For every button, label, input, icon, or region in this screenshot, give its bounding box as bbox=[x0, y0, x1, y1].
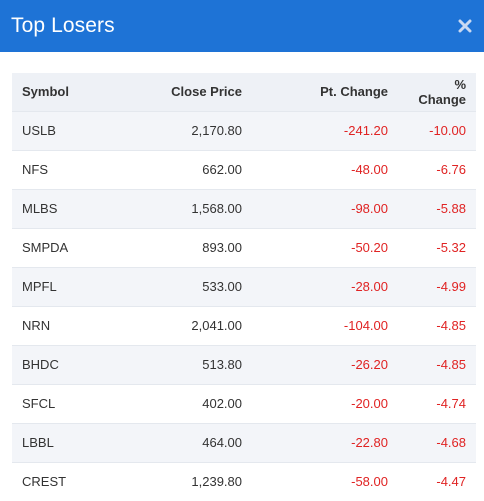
pt-change-cell: -58.00 bbox=[351, 474, 388, 490]
pct-change-cell: -4.99 bbox=[436, 279, 466, 294]
table-row[interactable]: NRN 2,041.00 -104.00 -4.85 bbox=[12, 306, 476, 345]
table-row[interactable]: MPFL 533.00 -28.00 -4.99 bbox=[12, 267, 476, 306]
pct-change-cell: -10.00 bbox=[429, 123, 466, 138]
losers-table: Symbol Close Price Pt. Change % Change U… bbox=[12, 73, 476, 501]
pct-change-cell: -5.88 bbox=[436, 201, 466, 216]
symbol-cell[interactable]: BHDC bbox=[22, 357, 59, 372]
pct-change-cell: -4.47 bbox=[436, 474, 466, 490]
symbol-cell[interactable]: MPFL bbox=[22, 279, 57, 294]
symbol-cell[interactable]: LBBL bbox=[22, 435, 54, 450]
table-row[interactable]: MLBS 1,568.00 -98.00 -5.88 bbox=[12, 189, 476, 228]
table-row[interactable]: LBBL 464.00 -22.80 -4.68 bbox=[12, 423, 476, 462]
table-row[interactable]: BHDC 513.80 -26.20 -4.85 bbox=[12, 345, 476, 384]
close-price-cell: 2,170.80 bbox=[191, 123, 242, 138]
symbol-cell[interactable]: SMPDA bbox=[22, 240, 69, 255]
close-price-cell: 893.00 bbox=[202, 240, 242, 255]
losers-table-container: Symbol Close Price Pt. Change % Change U… bbox=[12, 73, 476, 501]
modal-title: Top Losers bbox=[11, 14, 115, 37]
pt-change-cell: -50.20 bbox=[351, 240, 388, 255]
symbol-cell[interactable]: NRN bbox=[22, 318, 51, 333]
symbol-cell[interactable]: NFS bbox=[22, 162, 48, 177]
symbol-cell[interactable]: CREST bbox=[22, 474, 67, 490]
column-header-pct-change[interactable]: % Change bbox=[418, 76, 466, 107]
pt-change-cell: -241.20 bbox=[343, 123, 388, 138]
table-row[interactable]: SMPDA 893.00 -50.20 -5.32 bbox=[12, 228, 476, 267]
pct-change-cell: -6.76 bbox=[436, 162, 466, 177]
symbol-cell[interactable]: SFCL bbox=[22, 396, 56, 411]
pt-change-cell: -48.00 bbox=[351, 162, 388, 177]
column-header-pt-change[interactable]: Pt. Change bbox=[320, 84, 388, 100]
pct-change-cell: -4.68 bbox=[436, 435, 466, 450]
pt-change-cell: -22.80 bbox=[351, 435, 388, 450]
pt-change-cell: -104.00 bbox=[343, 318, 388, 333]
close-price-cell: 1,568.00 bbox=[191, 201, 242, 216]
close-price-cell: 662.00 bbox=[202, 162, 242, 177]
table-row[interactable]: CREST 1,239.80 -58.00 -4.47 bbox=[12, 462, 476, 501]
close-price-cell: 513.80 bbox=[202, 357, 242, 372]
close-price-cell: 2,041.00 bbox=[191, 318, 242, 333]
close-price-cell: 533.00 bbox=[202, 279, 242, 294]
close-price-cell: 1,239.80 bbox=[191, 474, 242, 490]
modal-header: Top Losers bbox=[0, 0, 484, 52]
symbol-cell[interactable]: USLB bbox=[22, 123, 56, 138]
pct-change-cell: -4.74 bbox=[436, 396, 466, 411]
pct-change-cell: -4.85 bbox=[436, 318, 466, 333]
table-row[interactable]: SFCL 402.00 -20.00 -4.74 bbox=[12, 384, 476, 423]
close-price-cell: 464.00 bbox=[202, 435, 242, 450]
column-header-symbol[interactable]: Symbol bbox=[22, 84, 69, 100]
symbol-cell[interactable]: MLBS bbox=[22, 201, 58, 216]
column-header-close-price[interactable]: Close Price bbox=[171, 84, 242, 100]
table-row[interactable]: NFS 662.00 -48.00 -6.76 bbox=[12, 150, 476, 189]
pt-change-cell: -26.20 bbox=[351, 357, 388, 372]
close-price-cell: 402.00 bbox=[202, 396, 242, 411]
pct-change-cell: -4.85 bbox=[436, 357, 466, 372]
close-button[interactable] bbox=[454, 15, 476, 37]
pct-change-cell: -5.32 bbox=[436, 240, 466, 255]
table-header-row: Symbol Close Price Pt. Change % Change bbox=[12, 73, 476, 111]
close-icon bbox=[458, 19, 472, 33]
pt-change-cell: -98.00 bbox=[351, 201, 388, 216]
table-row[interactable]: USLB 2,170.80 -241.20 -10.00 bbox=[12, 111, 476, 150]
pt-change-cell: -20.00 bbox=[351, 396, 388, 411]
pt-change-cell: -28.00 bbox=[351, 279, 388, 294]
